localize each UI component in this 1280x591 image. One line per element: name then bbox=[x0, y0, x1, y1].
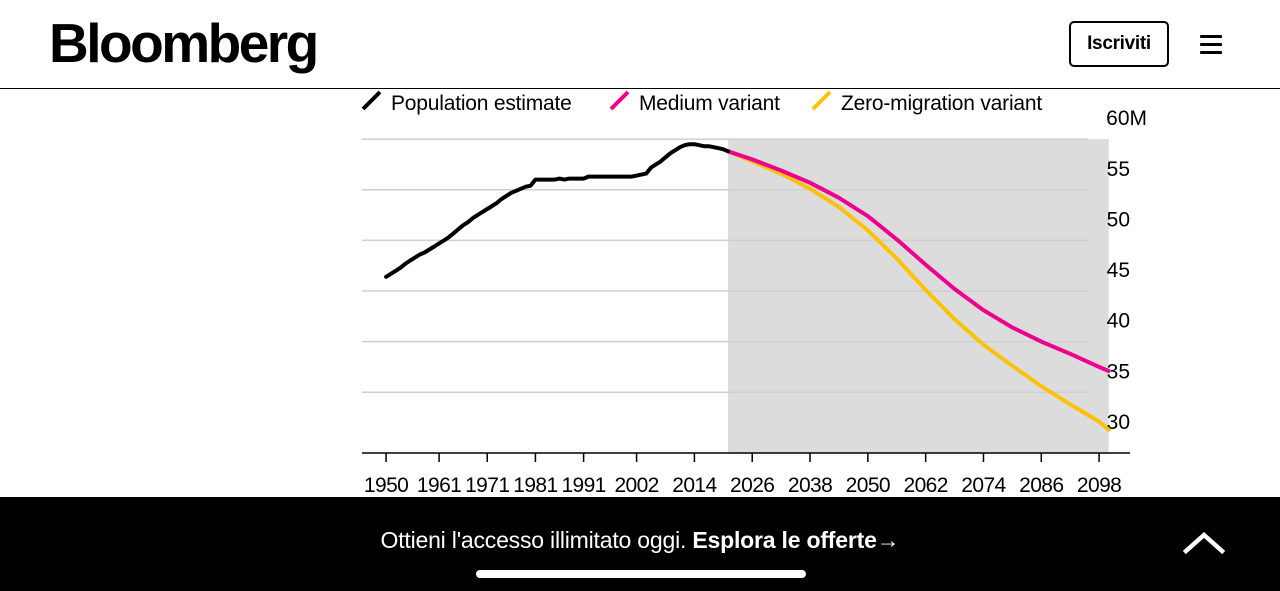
projection-shading bbox=[728, 139, 1109, 453]
x-tick-label: 2086 bbox=[1019, 474, 1063, 497]
y-tick-label: 45 bbox=[1107, 259, 1130, 282]
x-tick-label: 1981 bbox=[513, 474, 557, 497]
chart-gridlines bbox=[362, 138, 1088, 393]
series-line-2 bbox=[726, 149, 1111, 432]
promo-cta-link[interactable]: Esplora le offerte bbox=[692, 527, 877, 553]
series-line-1 bbox=[726, 149, 1111, 373]
series-line-0 bbox=[384, 142, 731, 279]
promo-banner: Ottieni l'accesso illimitato oggi. Esplo… bbox=[0, 497, 1280, 591]
legend-label-0: Population estimate bbox=[391, 92, 572, 115]
y-tick-label: 60M bbox=[1106, 107, 1147, 130]
chevron-up-icon[interactable] bbox=[1182, 529, 1226, 555]
x-tick-label: 2050 bbox=[846, 474, 890, 497]
x-tick-label: 1971 bbox=[465, 474, 509, 497]
x-tick-label: 1950 bbox=[364, 474, 408, 497]
x-tick-label: 2026 bbox=[730, 474, 774, 497]
population-chart: Population estimate Medium variant Zero-mi… bbox=[361, 90, 1147, 497]
x-tick-label: 2098 bbox=[1077, 474, 1121, 497]
x-tick-label: 2074 bbox=[961, 474, 1006, 497]
chart-series bbox=[384, 142, 1111, 432]
chart-legend: Population estimate Medium variant Zero-mi… bbox=[361, 90, 1043, 115]
site-header: Bloomberg Iscriviti bbox=[0, 0, 1280, 89]
y-tick-label: 40 bbox=[1107, 310, 1130, 333]
y-axis-labels: 60M 55 50 45 40 35 30 bbox=[1106, 107, 1147, 434]
home-indicator bbox=[476, 570, 806, 578]
y-tick-label: 35 bbox=[1107, 360, 1130, 383]
legend-swatch-0 bbox=[361, 90, 382, 111]
y-tick-label: 55 bbox=[1107, 158, 1130, 181]
legend-label-2: Zero-migration variant bbox=[841, 92, 1042, 115]
y-tick-label: 50 bbox=[1107, 208, 1130, 231]
legend-label-1: Medium variant bbox=[639, 92, 780, 115]
y-tick-label: 30 bbox=[1107, 411, 1130, 434]
hamburger-menu-icon[interactable] bbox=[1198, 33, 1226, 57]
x-axis: 1950 1961 1971 1981 1991 2002 2014 2026 2038 2050… bbox=[362, 452, 1130, 497]
arrow-right-icon: → bbox=[876, 527, 900, 553]
subscribe-button[interactable]: Iscriviti bbox=[1069, 21, 1169, 67]
projection-shade-rect bbox=[728, 139, 1109, 453]
x-tick-label: 1961 bbox=[417, 474, 461, 497]
x-tick-label: 2002 bbox=[614, 474, 658, 497]
x-tick-label: 2014 bbox=[672, 474, 717, 497]
x-tick-label: 2062 bbox=[903, 474, 947, 497]
legend-swatch-1 bbox=[609, 90, 630, 111]
bloomberg-logo[interactable]: Bloomberg bbox=[49, 12, 319, 74]
x-tick-label: 2038 bbox=[788, 474, 832, 497]
promo-message[interactable]: Ottieni l'accesso illimitato oggi. Esplo… bbox=[0, 527, 1280, 554]
legend-swatch-2 bbox=[811, 90, 832, 111]
x-tick-label: 1991 bbox=[561, 474, 605, 497]
promo-text: Ottieni l'accesso illimitato oggi. bbox=[380, 527, 693, 553]
